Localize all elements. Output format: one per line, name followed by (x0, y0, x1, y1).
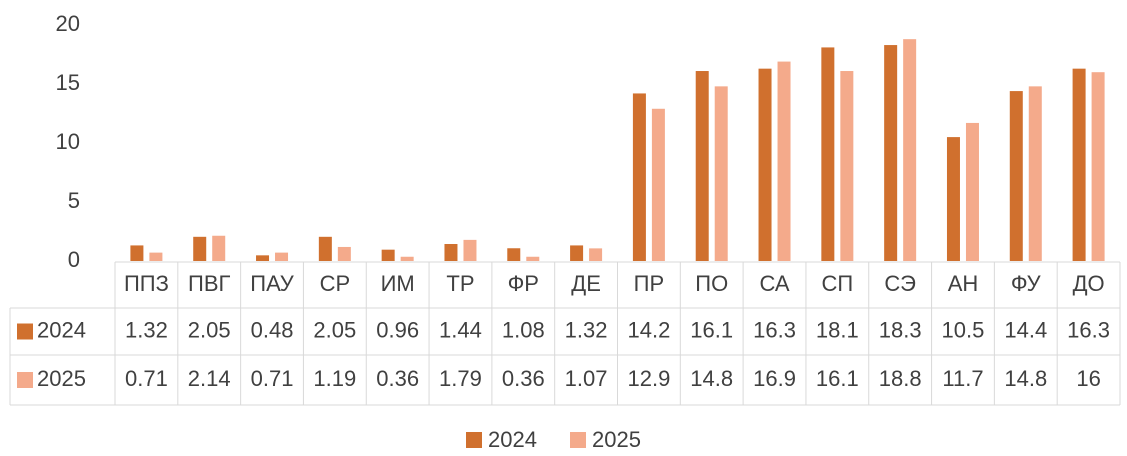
y-tick-label: 10 (56, 129, 80, 154)
x-tick-label: СА (759, 271, 789, 296)
bar (758, 68, 772, 261)
table-cell: 0.96 (376, 317, 419, 342)
legend-key (466, 432, 482, 448)
bar (149, 252, 163, 261)
table-cell: 18.3 (879, 317, 922, 342)
table-cell: 1.32 (125, 317, 168, 342)
x-tick-label: ПАУ (250, 271, 295, 296)
x-tick-label: ФУ (1011, 271, 1042, 296)
x-tick-label: СЭ (884, 271, 916, 296)
legend-label: 2025 (592, 427, 641, 452)
bar (1028, 86, 1042, 261)
bar (965, 122, 979, 261)
bar (695, 71, 709, 262)
table-cell: 0.71 (251, 366, 294, 391)
bar (589, 248, 603, 261)
bar (526, 256, 540, 261)
bar (884, 45, 898, 262)
table-cell: 10.5 (942, 317, 985, 342)
bar (507, 248, 521, 261)
table-cell: 16.9 (753, 366, 796, 391)
x-tick-label: ФР (508, 271, 539, 296)
bar (1009, 91, 1023, 261)
bar (400, 256, 414, 261)
bar (651, 108, 665, 261)
bar (632, 93, 646, 261)
table-cell: 14.2 (627, 317, 670, 342)
table-cell: 16.3 (753, 317, 796, 342)
table-cell: 14.8 (1004, 366, 1047, 391)
table-cell: 2.05 (313, 317, 356, 342)
table-cell: 1.44 (439, 317, 482, 342)
y-tick-label: 5 (68, 188, 80, 213)
table-cell: 16.3 (1067, 317, 1110, 342)
table-cell: 0.71 (125, 366, 168, 391)
table-cell: 11.7 (942, 366, 983, 391)
bar (714, 86, 728, 261)
table-legend-key (17, 323, 33, 340)
bar (193, 236, 207, 261)
table-cell: 16.1 (816, 366, 859, 391)
table-cell: 14.8 (690, 366, 733, 391)
x-tick-label: ИМ (381, 271, 415, 296)
bar (903, 39, 917, 261)
x-tick-label: ДО (1073, 271, 1105, 296)
x-tick-label: ПВГ (188, 271, 230, 296)
bar (821, 47, 835, 261)
bar (777, 61, 791, 261)
x-tick-label: ППЗ (124, 271, 169, 296)
legend-label: 2024 (488, 427, 537, 452)
bar (444, 244, 458, 261)
bar (130, 245, 144, 261)
bar (381, 249, 395, 261)
x-tick-label: ДЕ (571, 271, 601, 296)
table-cell: 2.14 (188, 366, 231, 391)
table-cell: 16 (1076, 366, 1100, 391)
table-cell: 1.19 (313, 366, 356, 391)
bar (1072, 68, 1086, 261)
table-cell: 18.8 (879, 366, 922, 391)
table-cell: 16.1 (690, 317, 733, 342)
legend-key (570, 432, 586, 448)
bar (318, 236, 332, 261)
x-tick-label: АН (948, 271, 979, 296)
table-cell: 1.79 (439, 366, 482, 391)
y-tick-label: 20 (56, 11, 80, 36)
bar (463, 239, 477, 261)
bar (1091, 72, 1105, 261)
x-tick-label: СП (821, 271, 853, 296)
table-cell: 0.36 (502, 366, 545, 391)
y-tick-label: 15 (56, 70, 80, 95)
table-cell: 12.9 (627, 366, 670, 391)
x-tick-label: ТР (446, 271, 474, 296)
bar (212, 235, 226, 261)
bar (840, 71, 854, 262)
table-series-name: 2025 (37, 366, 86, 391)
x-tick-label: ПО (695, 271, 728, 296)
table-cell: 1.08 (502, 317, 545, 342)
bar (256, 255, 270, 261)
table-cell: 1.07 (565, 366, 608, 391)
y-tick-label: 0 (68, 247, 80, 272)
x-tick-label: СР (320, 271, 351, 296)
table-cell: 14.4 (1004, 317, 1047, 342)
x-tick-label: ПР (634, 271, 665, 296)
bar (275, 252, 289, 261)
table-cell: 18.1 (816, 317, 859, 342)
table-legend-key (17, 372, 33, 388)
table-cell: 2.05 (188, 317, 231, 342)
bar (946, 137, 960, 261)
table-cell: 0.48 (251, 317, 294, 342)
table-cell: 0.36 (376, 366, 419, 391)
bar (337, 246, 351, 261)
table-cell: 1.32 (565, 317, 608, 342)
bar (570, 245, 584, 261)
table-series-name: 2024 (37, 317, 86, 342)
